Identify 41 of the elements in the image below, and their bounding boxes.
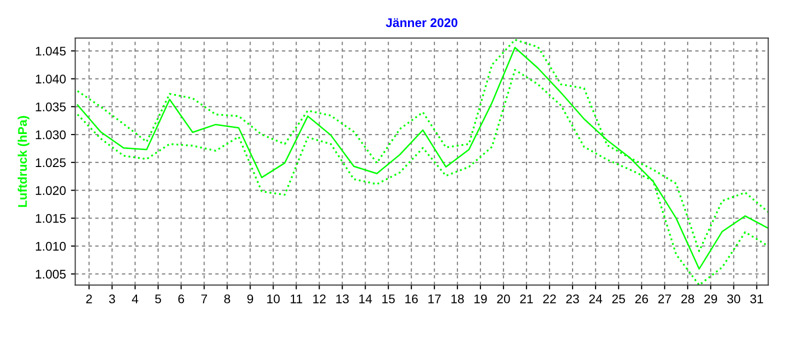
x-tick-label: 10 — [267, 294, 280, 304]
x-tick-label: 7 — [201, 294, 208, 304]
y-tick-label: 1.040 — [36, 74, 66, 84]
x-tick-label: 27 — [658, 294, 671, 304]
y-tick-label: 1.025 — [36, 158, 66, 168]
y-tick-label: 1.020 — [36, 186, 66, 195]
x-tick-label: 20 — [497, 294, 510, 304]
x-tick-label: 12 — [313, 294, 326, 304]
x-tick-label: 25 — [612, 294, 626, 304]
x-tick-label: 13 — [336, 294, 349, 304]
x-tick-label: 17 — [428, 294, 441, 304]
x-tick-label: 26 — [635, 294, 648, 304]
x-tick-label: 31 — [750, 294, 764, 304]
y-tick-label: 1.010 — [36, 242, 66, 251]
x-tick-label: 4 — [132, 294, 138, 304]
x-tick-label: 24 — [589, 294, 602, 304]
x-tick-label: 29 — [704, 294, 718, 304]
y-tick-label: 1.015 — [36, 214, 66, 223]
x-tick-label: 23 — [566, 294, 579, 304]
y-tick-label: 1.035 — [36, 102, 66, 112]
x-tick-label: 30 — [727, 294, 740, 304]
x-tick-label: 3 — [109, 294, 116, 304]
x-tick-label: 14 — [359, 294, 372, 304]
x-tick-label: 9 — [247, 294, 254, 304]
x-tick-label: 16 — [405, 294, 418, 304]
x-tick-label: 21 — [520, 294, 533, 304]
y-tick-label: 1.005 — [36, 270, 66, 279]
x-tick-label: 18 — [451, 294, 464, 304]
x-tick-label: 22 — [543, 294, 556, 304]
x-tick-label: 2 — [86, 294, 92, 304]
y-tick-label: 1.045 — [36, 46, 66, 56]
x-tick-label: 28 — [681, 294, 694, 304]
x-tick-label: 11 — [290, 294, 302, 304]
y-axis-title: Luftdruck (hPa) — [18, 116, 30, 207]
x-tick-label: 5 — [155, 294, 162, 304]
y-tick-label: 1.030 — [36, 130, 66, 140]
x-tick-label: 8 — [224, 294, 230, 304]
x-tick-label: 6 — [178, 294, 184, 304]
x-tick-label: 19 — [474, 294, 487, 304]
chart-title: Jänner 2020 — [386, 18, 458, 28]
x-tick-label: 15 — [382, 294, 395, 304]
